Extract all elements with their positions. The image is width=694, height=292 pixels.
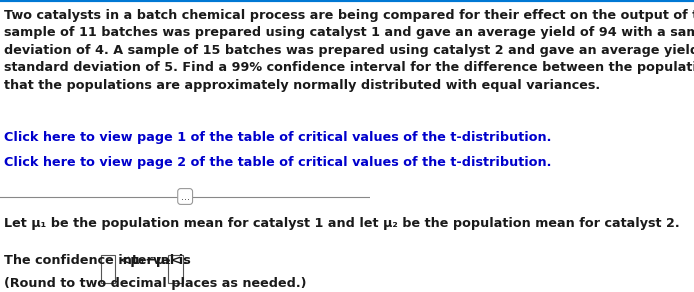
Text: Click here to view page 1 of the table of critical values of the t-distribution.: Click here to view page 1 of the table o… [4,131,552,144]
FancyBboxPatch shape [101,255,115,283]
Text: <μ₁−μ₂<: <μ₁−μ₂< [115,254,181,267]
Text: ...: ... [180,192,189,201]
Text: Let μ₁ be the population mean for catalyst 1 and let μ₂ be the population mean f: Let μ₁ be the population mean for cataly… [4,217,680,230]
Text: The confidence interval is: The confidence interval is [4,254,196,267]
Text: Click here to view page 2 of the table of critical values of the t-distribution.: Click here to view page 2 of the table o… [4,156,552,169]
FancyBboxPatch shape [169,255,183,283]
Text: .: . [183,254,187,267]
Text: Two catalysts in a batch chemical process are being compared for their effect on: Two catalysts in a batch chemical proces… [4,8,694,92]
Text: (Round to two decimal places as needed.): (Round to two decimal places as needed.) [4,277,307,290]
